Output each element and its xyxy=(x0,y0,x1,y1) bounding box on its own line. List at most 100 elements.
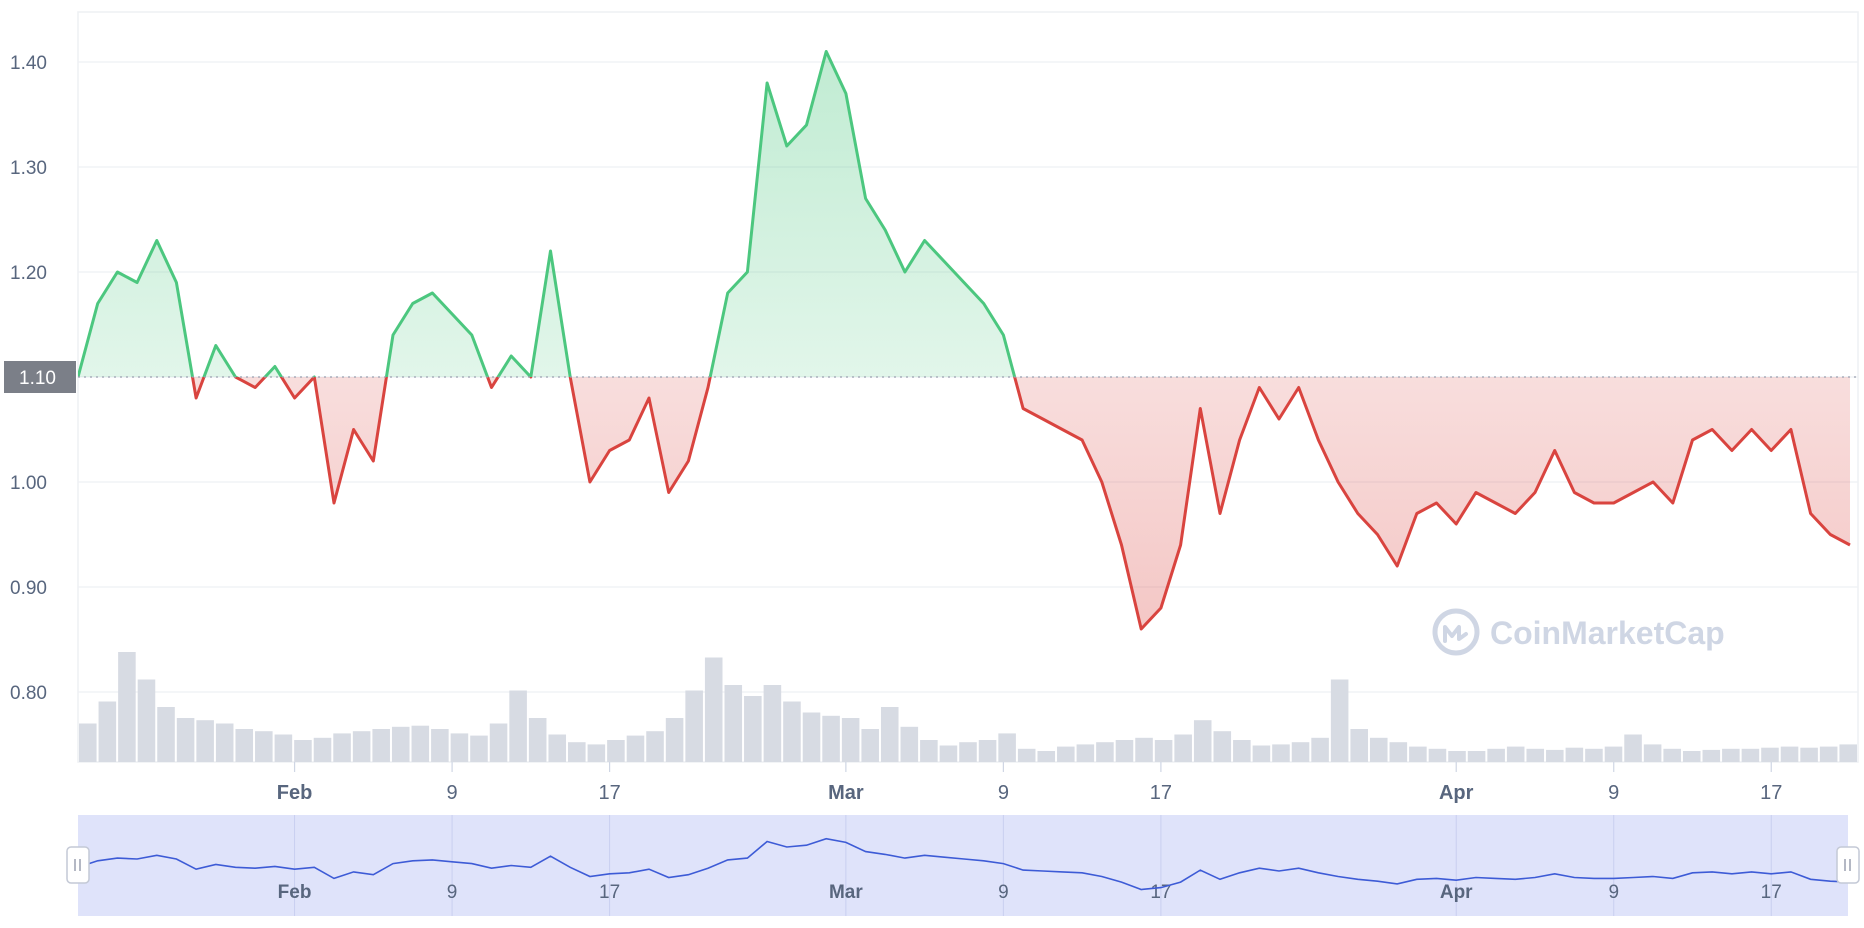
volume-bar xyxy=(685,690,703,762)
x-tick-label: Apr xyxy=(1439,782,1474,804)
watermark-text: CoinMarketCap xyxy=(1490,615,1725,651)
volume-bar xyxy=(1702,749,1721,762)
volume-bar xyxy=(1135,737,1153,762)
volume-bar xyxy=(215,723,234,762)
volume-bar xyxy=(1057,746,1075,762)
volume-bar xyxy=(1546,749,1564,762)
x-axis-ticks: Feb 9 17 Mar 9 17 Apr 9 17 xyxy=(277,762,1782,804)
reference-badge xyxy=(4,361,76,393)
navigator-line xyxy=(77,837,1851,891)
volume-bar xyxy=(333,733,351,762)
volume-bar xyxy=(372,729,390,762)
volume-bar xyxy=(1330,679,1349,762)
volume-bar xyxy=(763,685,782,762)
volume-bar xyxy=(1643,744,1662,762)
navigator-tick-label: 9 xyxy=(447,882,458,903)
volume-bar xyxy=(1369,737,1388,762)
volume-bar xyxy=(1193,720,1212,762)
volume-bar xyxy=(841,718,860,762)
navigator-right-handle[interactable] xyxy=(1836,846,1860,884)
y-tick-label: 0.80 xyxy=(10,683,47,704)
volume-bar xyxy=(118,652,136,762)
volume-bar xyxy=(1037,751,1056,762)
volume-bar xyxy=(411,725,430,762)
navigator-tick-label: 17 xyxy=(1761,882,1782,903)
volume-bar xyxy=(959,742,977,762)
volume-bar xyxy=(548,734,567,762)
volume-bar xyxy=(1604,746,1623,762)
volume-bar xyxy=(1487,748,1505,762)
volume-bar xyxy=(880,707,899,762)
volume-bar xyxy=(978,740,997,762)
x-tick-label: 17 xyxy=(598,782,620,804)
volume-bar xyxy=(744,696,762,762)
volume-bar xyxy=(274,734,293,762)
navigator-tick-label: 17 xyxy=(599,882,620,903)
volume-bar xyxy=(391,726,410,762)
navigator-tick-label: 9 xyxy=(998,882,1009,903)
navigator-tick-label: Apr xyxy=(1440,882,1473,903)
coinmarketcap-logo-icon xyxy=(1432,608,1480,656)
volume-bar xyxy=(1526,748,1545,762)
volume-bar xyxy=(607,740,625,762)
volume-bars xyxy=(79,652,1857,762)
volume-bar xyxy=(1311,737,1329,762)
price-line-down xyxy=(78,377,1851,631)
volume-bar xyxy=(646,731,664,762)
volume-bar xyxy=(900,726,919,762)
volume-bar xyxy=(196,720,214,762)
volume-bar xyxy=(1213,731,1232,762)
y-tick-label: 0.90 xyxy=(10,578,47,599)
reference-line: 1.10 xyxy=(4,361,1858,393)
volume-bar xyxy=(1291,742,1310,762)
y-tick-label: 1.40 xyxy=(10,53,47,74)
volume-bar xyxy=(1233,740,1251,762)
range-navigator[interactable]: Feb 9 17 Mar 9 17 Apr 9 17 xyxy=(66,815,1860,916)
volume-bar xyxy=(313,737,332,762)
volume-bar xyxy=(157,707,175,762)
y-tick-label: 1.20 xyxy=(10,263,47,284)
volume-bar xyxy=(802,712,821,762)
volume-bar xyxy=(255,731,273,762)
volume-bar xyxy=(1585,748,1603,762)
x-tick-label: 9 xyxy=(1608,782,1619,804)
navigator-background[interactable] xyxy=(78,815,1848,916)
reference-badge-label: 1.10 xyxy=(19,368,56,389)
coinmarketcap-watermark: CoinMarketCap xyxy=(1432,608,1725,656)
volume-bar xyxy=(352,731,371,762)
volume-bar xyxy=(1017,748,1036,762)
volume-bar xyxy=(176,718,195,762)
volume-bar xyxy=(79,723,97,762)
volume-bar xyxy=(783,701,801,762)
price-area xyxy=(78,51,1850,629)
volume-bar xyxy=(450,733,469,762)
volume-bar xyxy=(431,729,449,762)
volume-bar xyxy=(1761,747,1779,762)
volume-bar xyxy=(1780,746,1799,762)
x-tick-label: 9 xyxy=(447,782,458,804)
volume-bar xyxy=(509,690,527,762)
volume-bar xyxy=(920,740,938,762)
volume-bar xyxy=(1096,742,1114,762)
price-line xyxy=(78,50,1851,631)
volume-bar xyxy=(1722,748,1740,762)
volume-bar xyxy=(1076,744,1095,762)
price-line-up xyxy=(78,50,1017,377)
volume-bar xyxy=(1839,744,1857,762)
volume-bar xyxy=(1115,740,1134,762)
volume-bar xyxy=(822,715,840,762)
volume-bar xyxy=(587,744,606,762)
volume-bar xyxy=(1350,729,1368,762)
navigator-tick-label: Mar xyxy=(829,882,863,903)
y-tick-label: 1.00 xyxy=(10,473,47,494)
area-above-reference xyxy=(78,51,1850,377)
volume-bar xyxy=(665,718,684,762)
navigator-left-handle[interactable] xyxy=(66,846,90,884)
x-tick-label: 9 xyxy=(998,782,1009,804)
volume-bar xyxy=(704,657,723,762)
volume-bar xyxy=(724,685,743,762)
volume-bar xyxy=(939,745,958,762)
volume-bar xyxy=(1741,748,1760,762)
volume-bar xyxy=(1272,744,1290,762)
